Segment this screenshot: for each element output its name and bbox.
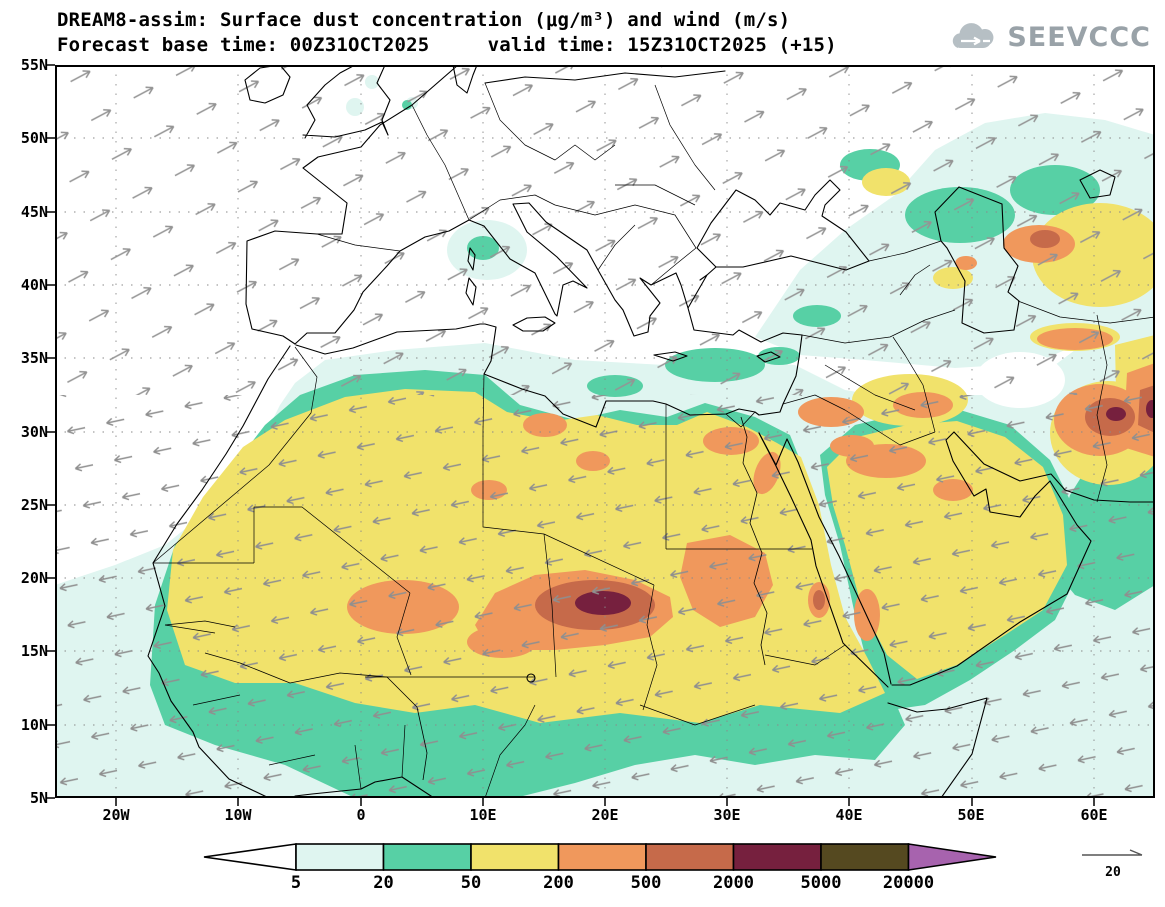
lon-tick-label: 20W	[102, 806, 130, 824]
legend-value: 5	[290, 873, 302, 893]
legend-value: 20	[373, 873, 394, 893]
legend-value: 50	[460, 873, 482, 893]
seevccc-logo-text: SEEVCCC	[1007, 21, 1151, 53]
lat-tick-label: 15N	[20, 642, 48, 660]
lon-tick-label: 40E	[835, 806, 863, 824]
river-layer	[164, 411, 768, 781]
wind-arrows-layer	[55, 65, 1155, 798]
legend-value: 200	[543, 873, 574, 893]
lat-tick-label: 5N	[29, 789, 48, 807]
lat-tick-label: 20N	[20, 569, 48, 587]
legend-bin	[470, 843, 560, 871]
legend-value: 20000	[882, 873, 935, 893]
axis-frame	[47, 64, 1155, 806]
lat-tick-label: 25N	[20, 496, 48, 514]
legend-bin	[820, 843, 910, 871]
wind-reference-arrow	[1082, 849, 1143, 856]
lat-tick-label: 45N	[20, 203, 48, 221]
wind-reference: 20	[1075, 845, 1151, 880]
lon-tick-label: 10E	[469, 806, 497, 824]
legend-bin	[295, 843, 385, 871]
dust-map	[47, 64, 1155, 806]
lon-tick-label: 0	[356, 806, 366, 824]
legend-bin	[382, 843, 472, 871]
lon-tick-label: 20E	[591, 806, 619, 824]
legend-value: 500	[630, 873, 662, 893]
lat-tick-label: 50N	[20, 129, 48, 147]
axis-ticks	[47, 64, 1095, 806]
dust-map-canvas	[47, 64, 1155, 806]
lat-tick-label: 35N	[20, 349, 48, 367]
legend-bin	[557, 843, 647, 871]
lon-tick-label: 30E	[713, 806, 741, 824]
border-layer	[152, 82, 1155, 798]
wind-arrows-north	[55, 65, 1155, 395]
cloud-icon	[953, 23, 994, 48]
seevccc-logo: SEEVCCC	[948, 20, 1151, 54]
plot-title: DREAM8-assim: Surface dust concentration…	[57, 9, 791, 31]
plot-subtitle: Forecast base time: 00Z31OCT2025 valid t…	[57, 34, 837, 56]
lon-tick-label: 60E	[1080, 806, 1108, 824]
lat-tick-label: 30N	[20, 423, 48, 441]
lat-tick-label: 55N	[20, 56, 48, 74]
legend-arrow-left	[203, 843, 297, 871]
lon-tick-label: 50E	[957, 806, 985, 824]
legend-bin	[645, 843, 735, 871]
wind-reference-label: 20	[1105, 865, 1121, 880]
coastline-layer	[147, 65, 1155, 798]
legend-bin	[732, 843, 822, 871]
color-legend: 5 20 50 200 500 2000 5000 20000	[200, 841, 1000, 897]
lat-tick-label: 10N	[20, 716, 48, 734]
lat-tick-label: 40N	[20, 276, 48, 294]
legend-arrow-right	[907, 843, 997, 871]
lon-tick-label: 10W	[224, 806, 252, 824]
legend-colorbar	[203, 843, 997, 871]
legend-value: 2000	[713, 873, 754, 893]
legend-value: 5000	[800, 873, 842, 893]
